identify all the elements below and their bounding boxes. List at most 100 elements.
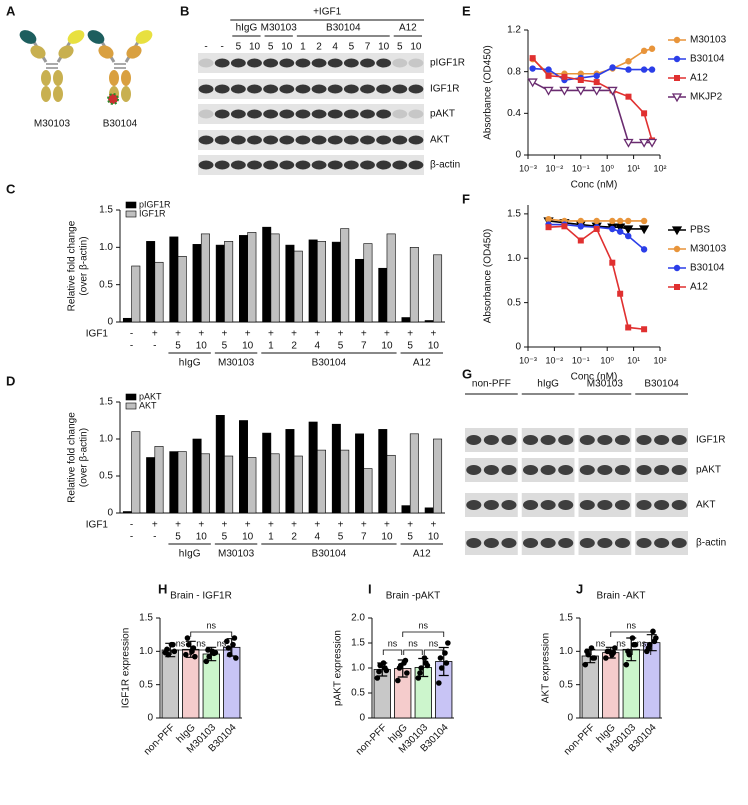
blot-band: [360, 160, 375, 170]
data-point: [616, 228, 624, 235]
x-tick-label: 5: [407, 532, 413, 543]
treatment-label: +IGF1: [313, 7, 342, 18]
bar: [224, 455, 234, 514]
blot-band: [263, 160, 279, 170]
bar: [293, 455, 303, 514]
blot-band: [247, 84, 262, 94]
x-axis-label: Conc (nM): [571, 180, 618, 191]
group-label: hIgG: [179, 549, 201, 560]
data-point: [529, 65, 536, 72]
data-point: [445, 640, 451, 646]
treatment-label: +: [198, 329, 204, 340]
row-label: AKT: [696, 500, 715, 511]
y-tick-label: 0.5: [559, 679, 573, 690]
group-label: hIgG: [236, 23, 258, 34]
y-tick-label: 1.0: [99, 242, 113, 253]
group-label: A12: [399, 23, 417, 34]
lane-label: 5: [397, 42, 403, 53]
blot-band: [230, 58, 246, 68]
blot-band: [614, 465, 630, 475]
data-point: [640, 246, 648, 253]
significance-label: ns: [637, 638, 647, 648]
blot-band: [597, 500, 613, 510]
lane-label: 1: [300, 42, 306, 53]
x-tick-label: 10: [242, 532, 254, 543]
y-tick-label: 0.5: [99, 471, 113, 482]
data-point: [591, 86, 602, 96]
blot-band: [408, 109, 424, 119]
data-point: [616, 217, 624, 225]
blot-band: [654, 500, 670, 510]
blot-band: [671, 435, 687, 445]
y-axis-label: Absorbance (OD450): [483, 229, 494, 324]
data-point: [625, 66, 632, 73]
legend-marker: [673, 55, 681, 63]
data-point: [545, 216, 552, 223]
treatment-label: +: [198, 520, 204, 531]
treatment-label: +: [152, 329, 158, 340]
blot-band: [263, 109, 279, 119]
antibody-label: M30103: [34, 119, 71, 130]
bar: [285, 429, 295, 514]
y-tick-label: 0.5: [507, 297, 521, 308]
treatment-label: +: [407, 329, 413, 340]
row-label: IGF1R: [430, 84, 459, 95]
data-point: [415, 675, 422, 681]
x-tick-label: -: [130, 532, 133, 543]
significance-label: ns: [616, 638, 626, 648]
data-point: [170, 641, 176, 648]
x-tick-label: non-PFF: [354, 722, 389, 757]
y-axis-label: Relative fold change: [67, 220, 78, 311]
bar: [424, 320, 434, 323]
blot-band: [597, 538, 613, 548]
x-tick-label: 10⁻²: [546, 355, 564, 365]
blot-band: [360, 135, 375, 145]
panel-letter: A: [6, 3, 16, 18]
treatment-label: +: [361, 329, 367, 340]
y-tick-label: 0.5: [139, 679, 153, 690]
y-tick-label: 1.0: [99, 434, 113, 445]
treatment-label: +: [222, 329, 228, 340]
blot-band: [214, 58, 230, 68]
lane-label: 2: [316, 42, 322, 53]
panel-letter: E: [462, 3, 471, 18]
blot-band: [279, 160, 295, 170]
lane-label: 10: [410, 42, 422, 53]
blot-band: [263, 58, 279, 68]
blot-band: [579, 500, 595, 510]
data-point: [233, 655, 239, 661]
lane-label: 10: [281, 42, 293, 53]
x-tick-label: 10⁰: [600, 355, 614, 365]
x-tick-label: 5: [175, 341, 181, 352]
x-tick-label: 10⁻³: [519, 163, 537, 173]
bar: [224, 241, 234, 323]
data-point: [638, 225, 650, 235]
bar: [340, 228, 350, 323]
bar: [308, 239, 318, 323]
blot-band: [295, 109, 311, 119]
blot-band: [501, 538, 517, 548]
data-point: [609, 225, 616, 233]
blot-band: [408, 58, 424, 68]
bar: [363, 468, 373, 514]
y-tick-label: 0.4: [507, 108, 521, 119]
data-point: [561, 223, 568, 230]
y-tick-label: 2.0: [351, 613, 365, 624]
x-tick-label: 10: [381, 532, 393, 543]
x-tick-label: 10⁻³: [519, 355, 537, 365]
blot-band: [392, 109, 408, 119]
blot-band: [263, 84, 279, 94]
bar: [161, 649, 179, 719]
data-point: [625, 93, 632, 100]
data-point: [165, 651, 171, 658]
data-point: [436, 680, 442, 686]
y-tick-label: 1.0: [139, 646, 153, 657]
blot-band: [198, 109, 214, 119]
group-label: M30103: [218, 358, 255, 369]
y-tick-label: 1.5: [99, 205, 113, 216]
blot-band: [279, 84, 295, 94]
y-tick-label: 1.5: [559, 613, 573, 624]
data-point: [646, 138, 658, 148]
x-tick-label: 5: [338, 532, 344, 543]
blot-strip: [198, 104, 424, 124]
